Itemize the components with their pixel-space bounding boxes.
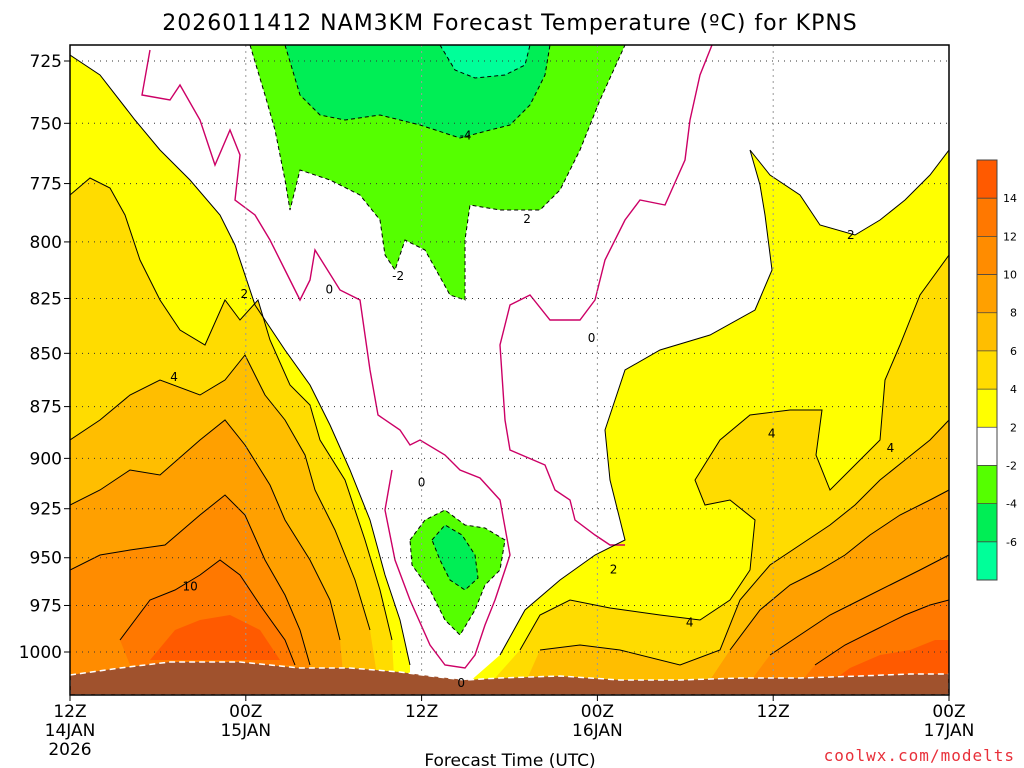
contour-right-10 [769,554,949,656]
contour-cold-4 [284,45,551,139]
colorbar-tick-label: -2 [1006,459,1017,472]
colorbar-swatch [977,427,997,466]
colorbar-frame [976,159,998,581]
colorbar-tick-label: 12 [1003,230,1017,243]
contour-right-2 [499,149,949,656]
y-tick-label: 825 [30,289,62,309]
contour-label: 2 [241,287,249,301]
contour-label: 2 [847,228,855,242]
y-tick-label: 925 [30,500,62,520]
colorbar-tick-label: 14 [1003,192,1017,205]
colorbar-swatch [977,465,997,504]
x-tick-label: 12Z [53,702,86,722]
contour-label: 10 [182,580,197,594]
colorbar: 14 12 10 8 6 4 2 -2 -4 -6 [976,159,1017,581]
contour-lines [70,45,949,669]
colorbar-swatch [977,389,997,428]
contour-left-6 [70,354,371,631]
contour-pocket-2 [409,509,506,636]
contour-label: 0 [457,676,465,690]
y-tick-label: 950 [30,549,62,569]
temperature-fields [70,45,949,695]
colorbar-swatch [977,503,997,542]
field-left-14-16 [150,615,280,660]
contour-label: 2 [610,562,618,576]
contour-left-10 [70,494,311,666]
colorbar-tick-label: 10 [1003,269,1017,282]
x-tick-label: 00Z [932,702,965,722]
colorbar-tick-label: 8 [1010,307,1017,320]
contour-zero-right [499,45,713,546]
colorbar-swatch [977,274,997,313]
contour-left-12 [119,559,296,666]
contour-left-2 [70,54,411,666]
contour-right-8 [729,489,949,651]
colorbar-tick-label: -6 [1006,536,1017,549]
contour-label: 4 [887,441,895,455]
x-tick-label: 14JAN [45,721,96,741]
contour-right-6 [539,419,949,666]
contour-cold-6 [439,45,531,79]
x-tick-label: 00Z [229,702,262,722]
y-tick-label: 1000 [19,643,62,663]
credit-text: coolwx.com/modelts [824,746,1015,765]
y-tick-label: 775 [30,175,62,195]
contour-pocket-4 [431,524,479,591]
colorbar-swatch [977,350,997,390]
colorbar-swatch [977,541,997,580]
grid [70,45,949,695]
y-tick-label: 975 [30,596,62,616]
contour-labels: -4 2 -2 0 2 0 4 2 4 4 0 2 10 4 0 [170,129,894,690]
x-tick-label: 15JAN [220,721,271,741]
y-tick-label: 900 [30,449,62,469]
colorbar-swatch [977,236,997,275]
y-axis: 725 750 775 800 825 850 875 900 925 950 975 1000 [19,52,70,663]
x-tick-label: 17JAN [924,721,975,741]
colorbar-tick-label: -4 [1006,498,1017,511]
chart-title: 2026011412 NAM3KM Forecast Temperature (… [162,11,858,36]
contour-cold-2 [249,45,626,301]
contour-right-4 [519,254,949,651]
colorbar-swatch [977,198,997,237]
contour-label: 0 [325,283,333,297]
x-tick-label: 2026 [48,740,91,760]
y-tick-label: 875 [30,398,62,418]
contour-label: 4 [768,427,776,441]
colorbar-tick-label: 2 [1010,421,1017,434]
contour-label: 2 [523,212,531,226]
y-tick-label: 750 [30,114,62,134]
contour-label: 4 [170,370,178,384]
colorbar-swatch [977,160,997,199]
contour-left-4 [70,177,393,641]
x-tick-label: 12Z [405,702,438,722]
contour-label: 0 [418,476,426,490]
colorbar-tick-label: 4 [1010,383,1017,396]
y-tick-label: 850 [30,344,62,364]
field-upper-cold-6 [440,45,530,78]
x-tick-label: 16JAN [572,721,623,741]
contour-label: -2 [392,269,404,283]
contour-label: 0 [588,331,596,345]
x-axis-label: Forecast Time (UTC) [424,751,595,768]
field-lower-cold-4 [432,525,478,590]
terrain [69,661,950,696]
x-tick-label: 00Z [581,702,614,722]
contour-left-8 [70,419,341,641]
colorbar-swatch [977,312,997,351]
y-tick-label: 800 [30,233,62,253]
contour-label: -4 [460,129,472,143]
y-tick-label: 725 [30,52,62,72]
contour-label: 4 [686,615,694,629]
colorbar-tick-label: 6 [1010,345,1017,358]
x-tick-label: 12Z [757,702,790,722]
plot-frame [69,44,950,696]
contour-zero-left [141,49,511,669]
contour-right-12 [814,599,949,666]
